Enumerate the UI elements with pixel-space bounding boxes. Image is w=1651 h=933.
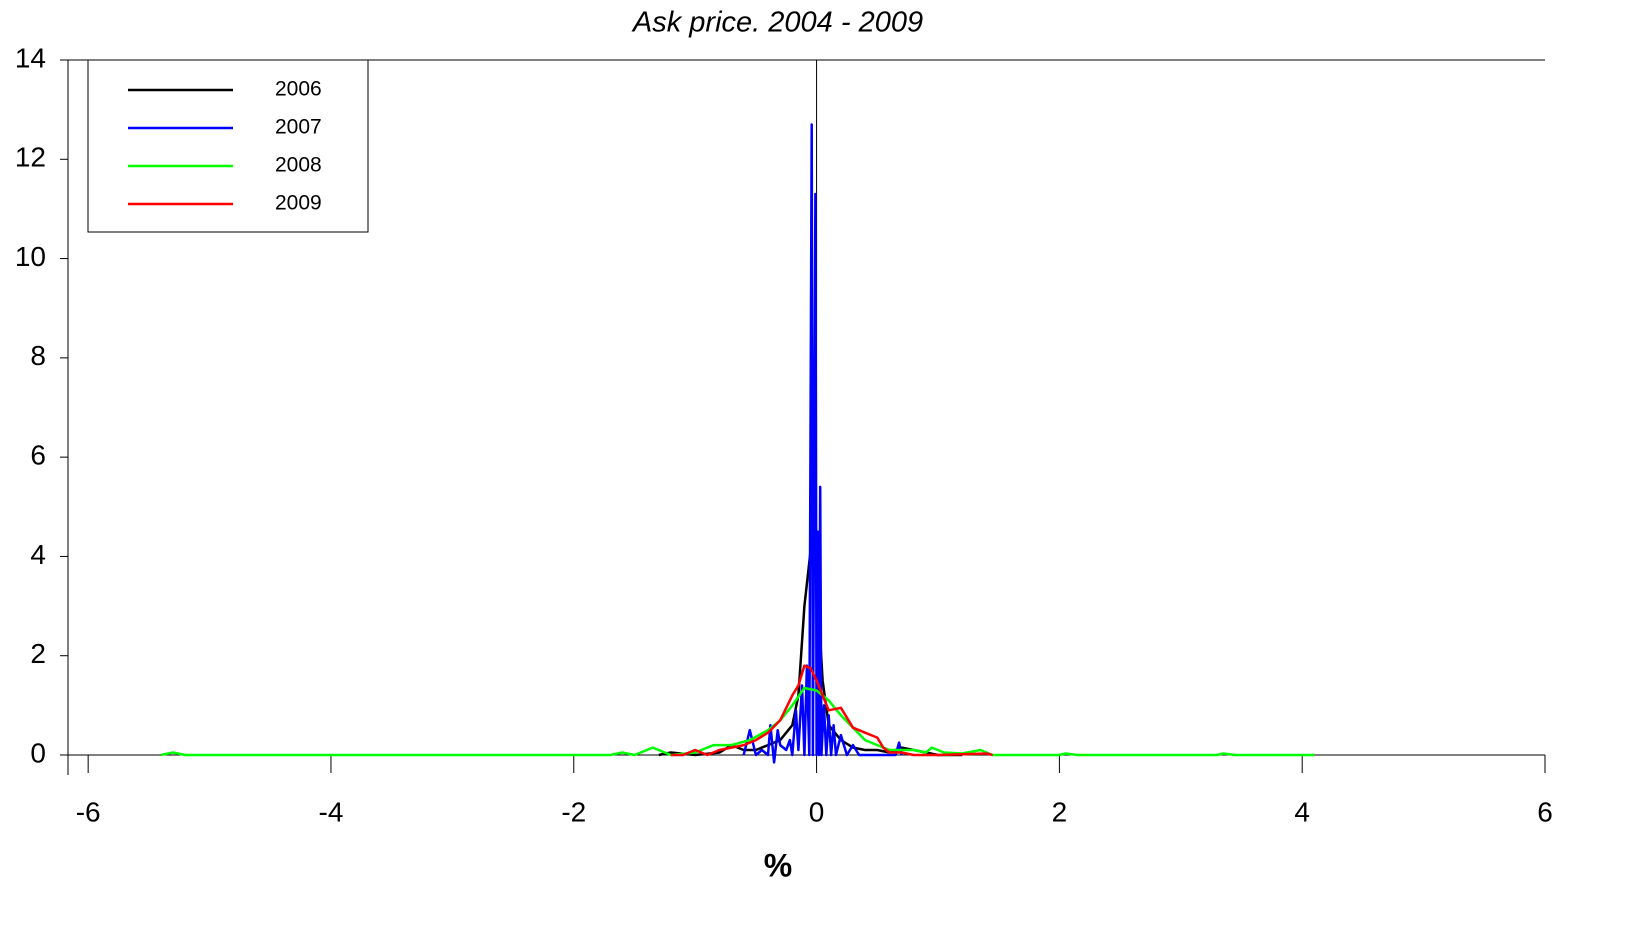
x-axis-label: %: [764, 847, 792, 883]
y-tick-label: 4: [30, 539, 46, 570]
x-tick-label: -2: [561, 796, 586, 827]
legend-label: 2006: [275, 78, 322, 101]
legend-box: [87, 59, 369, 233]
x-tick-label: -4: [319, 796, 344, 827]
y-tick-label: 0: [30, 737, 46, 768]
y-tick-label: 6: [30, 440, 46, 471]
chart-title: Ask price. 2004 - 2009: [631, 7, 923, 39]
data-line: [670, 664, 993, 757]
x-tick-label: 2: [1052, 796, 1068, 827]
legend-label: 2007: [275, 116, 322, 139]
y-tick-label: 12: [15, 142, 46, 173]
x-tick-label: 0: [809, 796, 825, 827]
legend-label: 2009: [275, 192, 322, 215]
y-tick-label: 14: [15, 42, 46, 73]
y-tick-label: 2: [30, 638, 46, 669]
x-tick-label: -6: [76, 796, 101, 827]
y-tick-label: 8: [30, 340, 46, 371]
y-tick-label: 10: [15, 241, 46, 272]
data-line: [160, 686, 1315, 757]
data-line: [742, 123, 903, 764]
x-tick-label: 6: [1537, 796, 1553, 827]
x-tick-label: 4: [1294, 796, 1310, 827]
legend-label: 2008: [275, 154, 322, 177]
